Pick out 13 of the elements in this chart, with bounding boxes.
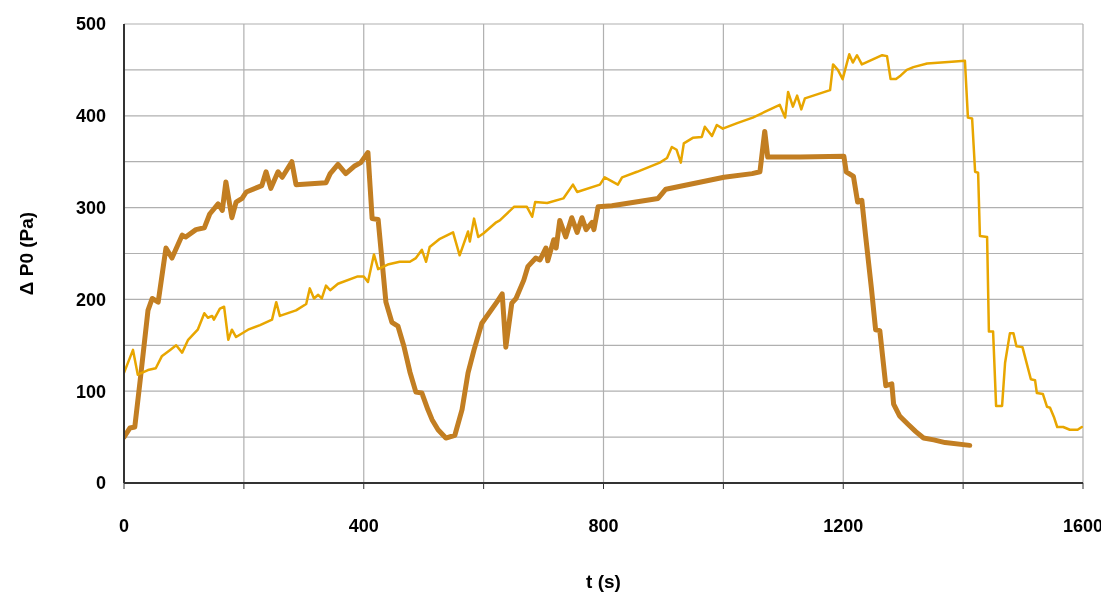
line-series	[124, 53, 1083, 432]
x-tick-label: 800	[588, 515, 619, 536]
y-tick-label: 500	[75, 14, 106, 35]
y-tick-label: 300	[75, 197, 106, 218]
x-tick-label: 400	[348, 515, 379, 536]
y-tick-label: 100	[75, 381, 106, 402]
y-tick-label: 0	[95, 473, 106, 494]
y-axis-title: Δ P0 (Pa)	[15, 211, 37, 296]
x-tick-label: 1200	[823, 515, 864, 536]
x-axis-title: t (s)	[586, 571, 621, 592]
y-tick-label: 200	[75, 289, 106, 310]
y-tick-label: 400	[75, 106, 106, 127]
x-tick-label: 0	[118, 515, 130, 536]
